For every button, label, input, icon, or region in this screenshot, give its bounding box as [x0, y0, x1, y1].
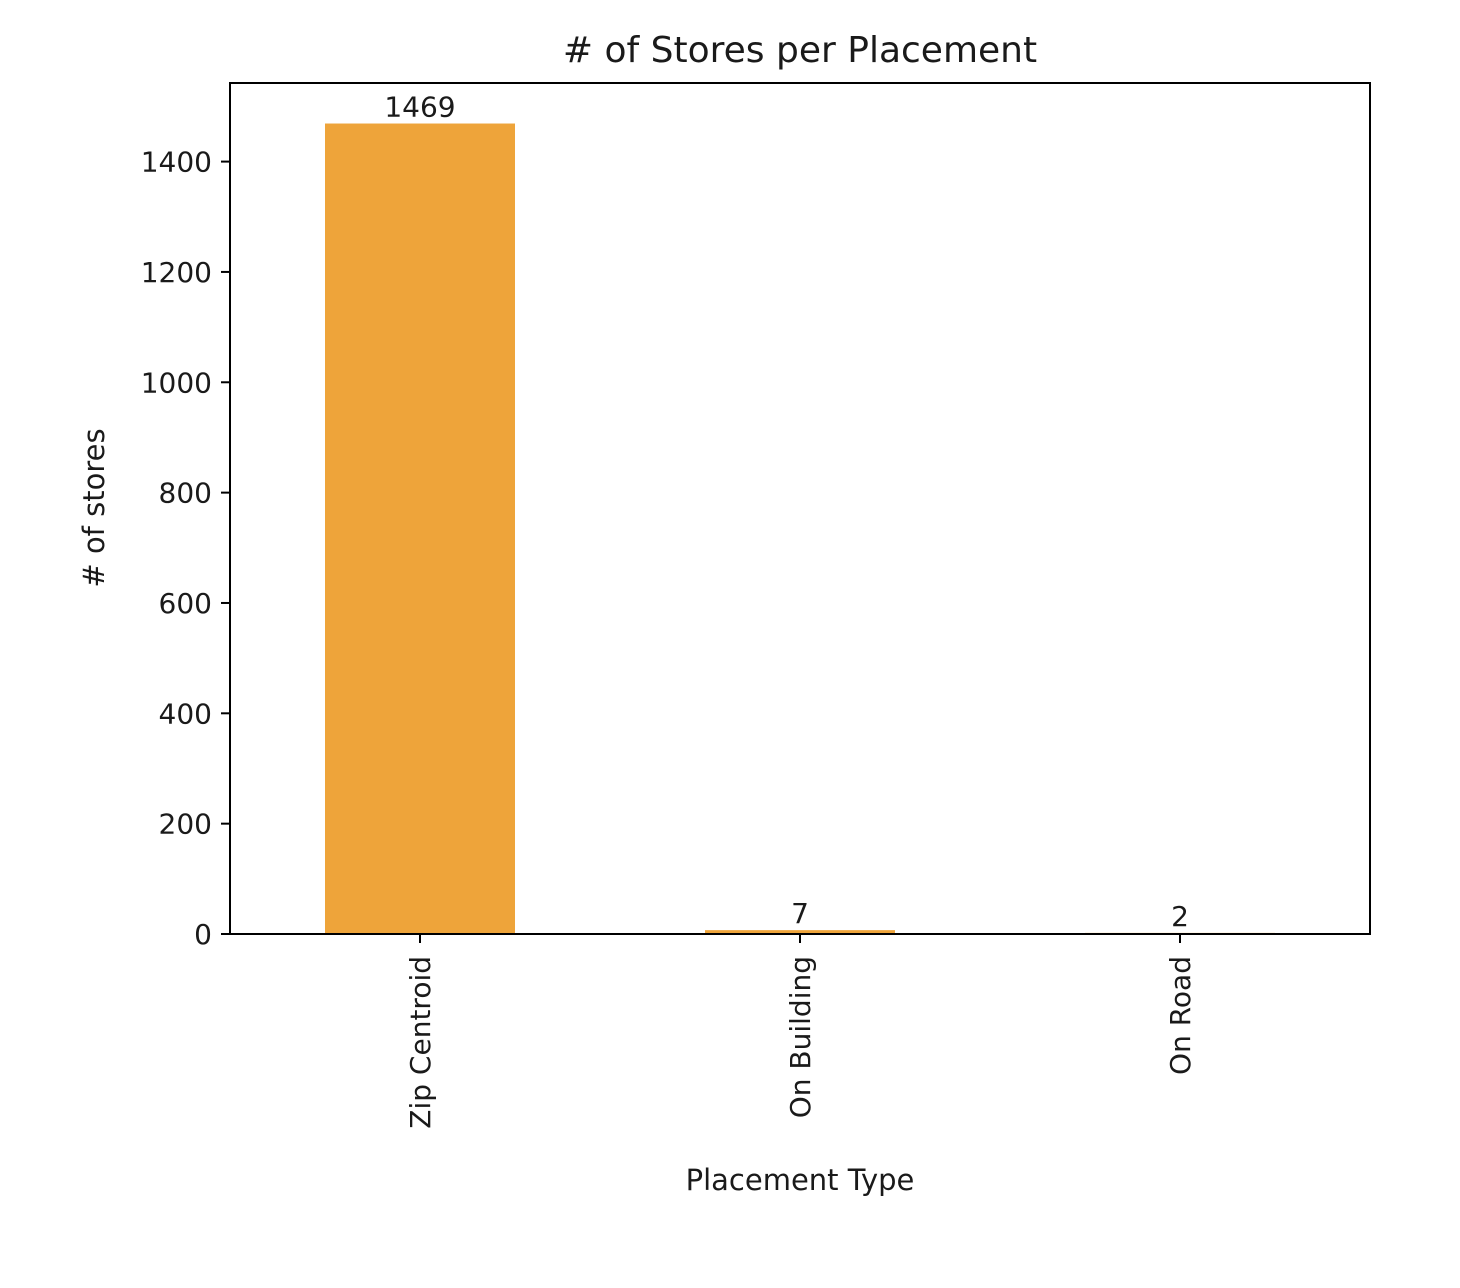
y-tick-label: 1000	[141, 366, 212, 399]
y-tick-label: 600	[159, 587, 212, 620]
x-tick-label: On Road	[1164, 956, 1197, 1075]
y-tick-label: 1200	[141, 256, 212, 289]
y-tick-label: 1400	[141, 146, 212, 179]
x-axis-ticks: Zip Centroid On Building On Road	[404, 934, 1197, 1129]
x-tick-label: Zip Centroid	[404, 956, 437, 1129]
y-tick-label: 400	[159, 697, 212, 730]
bar-labels-group: 1469 7 2	[384, 91, 1189, 933]
y-tick-label: 800	[159, 477, 212, 510]
y-axis-title: # of stores	[77, 428, 111, 587]
y-tick-label: 200	[159, 808, 212, 841]
bar-value-label: 7	[791, 897, 809, 930]
y-tick-label: 0	[194, 918, 212, 951]
chart-title: # of Stores per Placement	[563, 30, 1037, 71]
bar-on-building	[705, 930, 895, 934]
x-axis-title: Placement Type	[686, 1163, 915, 1197]
bar-value-label: 2	[1171, 900, 1189, 933]
x-tick-label: On Building	[784, 956, 817, 1118]
bar-zip-centroid	[325, 123, 515, 935]
bar-value-label: 1469	[384, 91, 455, 124]
plot-frame	[229, 82, 1371, 935]
bars-group	[325, 123, 1275, 935]
y-axis-ticks: 0 200 400 600 800 1000 1200 1400	[141, 146, 230, 951]
